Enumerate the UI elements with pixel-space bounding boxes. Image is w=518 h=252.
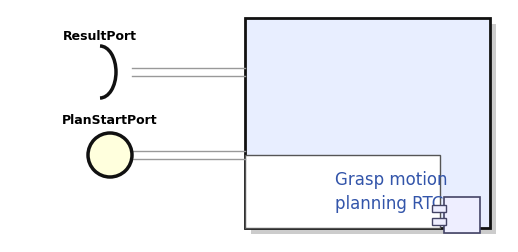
Bar <box>245 18 490 228</box>
Bar <box>245 155 440 228</box>
Text: Grasp motion
planning RTC: Grasp motion planning RTC <box>335 171 448 213</box>
Bar <box>433 217 446 226</box>
Bar <box>433 205 446 212</box>
Circle shape <box>88 133 132 177</box>
Text: ResultPort: ResultPort <box>63 30 137 44</box>
Text: PlanStartPort: PlanStartPort <box>62 113 158 127</box>
Bar <box>251 24 496 234</box>
Bar <box>444 197 480 233</box>
